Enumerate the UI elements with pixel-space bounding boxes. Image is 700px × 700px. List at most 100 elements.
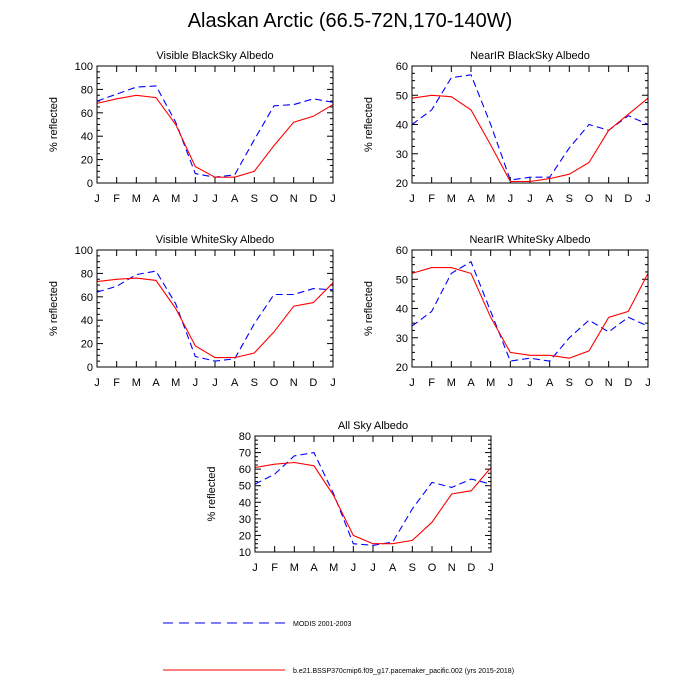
- x-tick-label: J: [193, 193, 199, 205]
- x-tick-label: A: [546, 193, 554, 205]
- x-tick-label: J: [508, 377, 514, 389]
- x-tick-label: A: [231, 193, 239, 205]
- x-tick-label: F: [113, 377, 120, 389]
- panel-visible-blacksky: Visible BlackSky Albedo % reflected 0 20 40 6…: [48, 50, 336, 205]
- x-tick-label: S: [251, 377, 258, 389]
- y-tick-label: 100: [75, 61, 93, 73]
- x-tick-label: J: [527, 193, 533, 205]
- series-model-line: [411, 267, 649, 359]
- x-tick-label: S: [566, 377, 573, 389]
- x-tick-label: A: [546, 377, 554, 389]
- x-tick-label: J: [370, 562, 376, 574]
- x-tick-label: D: [624, 193, 632, 205]
- page-title: Alaskan Arctic (66.5-72N,170-140W): [187, 10, 513, 32]
- y-tick-label: 20: [81, 155, 93, 167]
- y-tick-label: 0: [87, 178, 93, 190]
- y-tick-label: 80: [81, 84, 93, 96]
- plot-frame: [254, 435, 492, 553]
- y-tick-label: 20: [396, 178, 408, 190]
- panel-title: Visible BlackSky Albedo: [156, 50, 273, 62]
- y-axis-label: % reflected: [363, 281, 375, 336]
- y-tick-label: 20: [81, 339, 93, 351]
- y-tick-label: 50: [396, 90, 408, 102]
- y-axis-label: % reflected: [48, 97, 60, 152]
- x-tick-label: J: [193, 377, 199, 389]
- plot-frame: [96, 249, 334, 368]
- y-tick-label: 30: [396, 333, 408, 345]
- y-tick-label: 40: [239, 497, 251, 509]
- y-tick-label: 60: [396, 245, 408, 257]
- y-tick-label: 100: [75, 245, 93, 257]
- x-tick-label: J: [94, 193, 100, 205]
- x-tick-label: S: [251, 193, 258, 205]
- x-tick-label: M: [329, 562, 338, 574]
- series-model-line: [96, 277, 334, 359]
- y-tick-label: 60: [81, 292, 93, 304]
- x-tick-label: M: [132, 193, 141, 205]
- x-tick-label: O: [585, 377, 594, 389]
- x-tick-label: A: [152, 193, 160, 205]
- x-tick-label: O: [270, 377, 279, 389]
- x-tick-label: M: [132, 377, 141, 389]
- x-tick-label: M: [447, 193, 456, 205]
- y-tick-label: 40: [81, 131, 93, 143]
- plot-frame: [96, 65, 334, 184]
- x-tick-label: A: [467, 193, 475, 205]
- x-tick-label: J: [508, 193, 514, 205]
- y-tick-label: 40: [81, 315, 93, 327]
- y-axis-label: % reflected: [48, 281, 60, 336]
- x-tick-label: D: [624, 377, 632, 389]
- y-tick-label: 20: [239, 530, 251, 542]
- y-axis-label: % reflected: [206, 466, 218, 521]
- series-model-line: [254, 461, 492, 545]
- series-modis-line: [96, 85, 334, 178]
- panel-title: Visible WhiteSky Albedo: [156, 234, 274, 246]
- x-tick-label: N: [605, 193, 613, 205]
- x-tick-label: J: [409, 193, 415, 205]
- panel-nearir-whitesky: NearIR WhiteSky Albedo % reflected 20 30 40 5…: [363, 234, 651, 389]
- x-tick-label: F: [428, 377, 435, 389]
- x-tick-label: J: [351, 562, 357, 574]
- y-tick-label: 50: [396, 274, 408, 286]
- y-tick-label: 70: [239, 448, 251, 460]
- series-modis-line: [96, 270, 334, 362]
- x-tick-label: A: [389, 562, 397, 574]
- panel-title: NearIR BlackSky Albedo: [470, 50, 590, 62]
- plot-frame: [411, 65, 649, 184]
- panel-visible-whitesky: Visible WhiteSky Albedo % reflected 0 20 40 6…: [48, 234, 336, 389]
- y-tick-label: 40: [396, 120, 408, 132]
- y-tick-label: 60: [239, 464, 251, 476]
- x-tick-label: J: [527, 377, 533, 389]
- series-model-line: [411, 94, 649, 183]
- x-tick-label: M: [486, 377, 495, 389]
- plot-frame: [411, 249, 649, 368]
- x-tick-label: F: [271, 562, 278, 574]
- x-tick-label: A: [152, 377, 160, 389]
- x-tick-label: S: [409, 562, 416, 574]
- x-tick-label: N: [448, 562, 456, 574]
- x-tick-label: J: [645, 377, 651, 389]
- y-tick-label: 30: [396, 149, 408, 161]
- series-model-line: [96, 94, 334, 178]
- x-tick-label: J: [488, 562, 494, 574]
- panel-nearir-blacksky: NearIR BlackSky Albedo % reflected 20 30 40 5…: [363, 50, 651, 205]
- x-tick-label: D: [309, 193, 317, 205]
- x-tick-label: S: [566, 193, 573, 205]
- x-tick-label: J: [409, 377, 415, 389]
- y-tick-label: 60: [396, 61, 408, 73]
- x-tick-label: A: [467, 377, 475, 389]
- x-tick-label: O: [428, 562, 437, 574]
- y-tick-label: 60: [81, 108, 93, 120]
- x-tick-label: M: [447, 377, 456, 389]
- x-tick-label: J: [94, 377, 100, 389]
- x-tick-label: J: [645, 193, 651, 205]
- x-tick-label: A: [310, 562, 318, 574]
- x-tick-label: A: [231, 377, 239, 389]
- y-tick-label: 40: [396, 304, 408, 316]
- panel-all-sky: All Sky Albedo % reflected 10 20 30 40 50 60 70 8…: [206, 420, 494, 574]
- x-tick-label: D: [467, 562, 475, 574]
- x-tick-label: M: [171, 193, 180, 205]
- x-tick-label: J: [212, 193, 218, 205]
- y-tick-label: 0: [87, 362, 93, 374]
